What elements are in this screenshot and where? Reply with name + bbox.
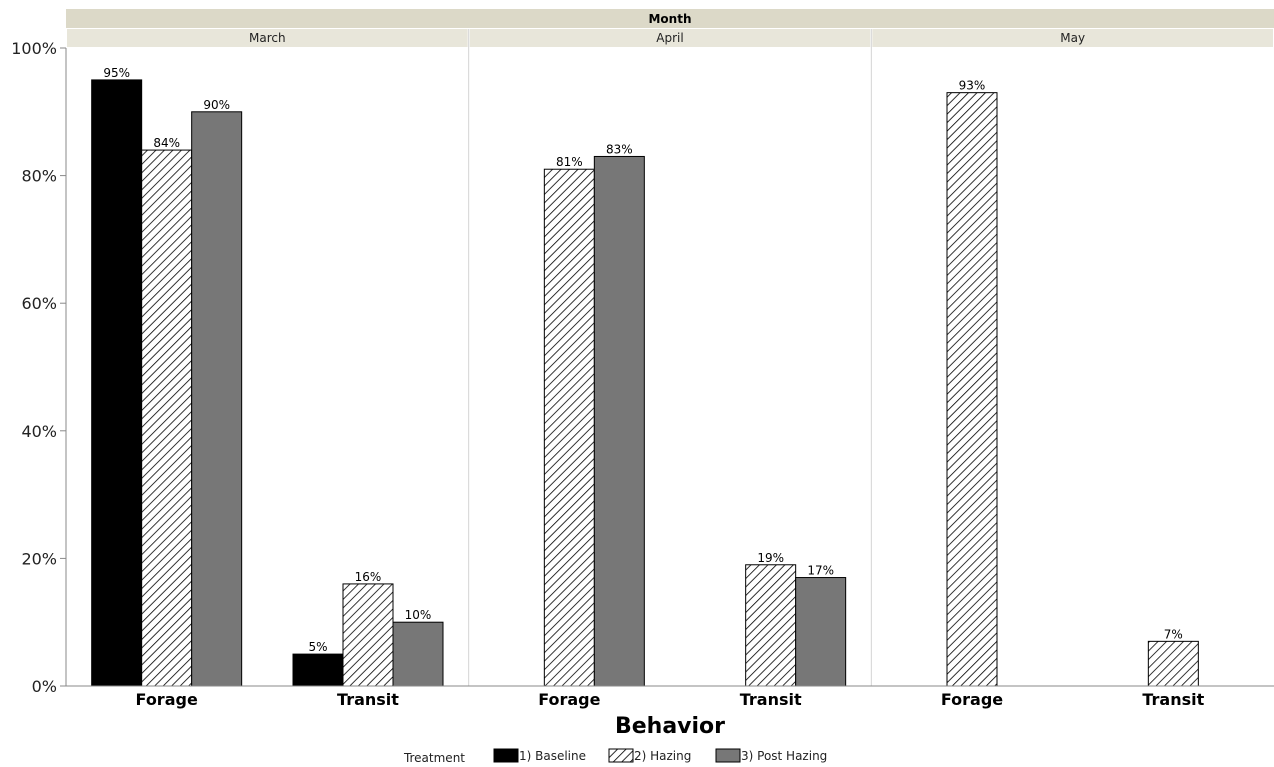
bar-march-forage-s1 — [91, 79, 143, 687]
y-tick-label: 60% — [21, 294, 57, 313]
bar-may-transit-s2 — [1147, 640, 1199, 687]
x-tick-label: Transit — [740, 690, 802, 709]
bar-april-transit-s3 — [795, 577, 847, 687]
data-label: 81% — [556, 155, 583, 169]
bar-march-transit-s3 — [392, 621, 444, 687]
y-tick-label: 80% — [21, 167, 57, 186]
legend-swatch — [493, 748, 519, 763]
bar-march-transit-s2 — [342, 583, 394, 687]
legend-title: Treatment — [403, 751, 465, 765]
legend-item-label: 2) Hazing — [634, 749, 691, 763]
legend-item-label: 3) Post Hazing — [741, 749, 827, 763]
legend-swatch — [715, 748, 741, 763]
panel-label: May — [1060, 31, 1085, 45]
panel-label: March — [249, 31, 286, 45]
bar-march-forage-s3 — [191, 111, 243, 687]
y-tick-label: 20% — [21, 549, 57, 568]
data-labels: 95% 84% 90% 5% 16% 10% 81% 83% 19% 17% 93% 7% — [103, 66, 1183, 654]
header-label: Month — [648, 12, 691, 26]
data-label: 95% — [103, 66, 130, 80]
data-label: 83% — [606, 142, 633, 156]
bar-march-transit-s1 — [292, 653, 344, 687]
legend-swatch — [608, 748, 634, 763]
x-tick-label: Transit — [337, 690, 399, 709]
bar-may-forage-s2 — [946, 92, 998, 687]
bar-april-forage-s3 — [593, 155, 645, 687]
legend-item-label: 1) Baseline — [519, 749, 586, 763]
x-axis-title: Behavior — [615, 714, 725, 739]
bar-april-forage-s2 — [543, 168, 595, 687]
data-label: 10% — [405, 608, 432, 622]
bar-march-forage-s2 — [141, 149, 193, 687]
data-label: 5% — [308, 640, 327, 654]
legend: Treatment 1) Baseline 2) Hazing 3) Post Haz… — [403, 748, 827, 765]
data-label: 19% — [757, 551, 784, 565]
x-tick-label: Forage — [538, 690, 600, 709]
bar-april-transit-s2 — [745, 564, 797, 687]
header-strips: Month March April May — [66, 9, 1274, 47]
data-label: 84% — [153, 136, 180, 150]
panel-header-april — [469, 29, 871, 47]
data-label: 7% — [1164, 627, 1183, 641]
panel-dividers — [468, 29, 872, 686]
data-label: 90% — [203, 98, 230, 112]
y-tick-label: 0% — [32, 677, 57, 696]
panel-label: April — [656, 31, 683, 45]
header-strip — [66, 9, 1274, 28]
x-tick-label: Forage — [136, 690, 198, 709]
y-tick-label: 100% — [11, 39, 57, 58]
y-tick-label: 40% — [21, 422, 57, 441]
x-tick-label: Forage — [941, 690, 1003, 709]
panel-header-march — [67, 29, 468, 47]
axes: Forage Transit Forage Transit Forage Transit 0… — [11, 39, 1274, 739]
data-label: 17% — [807, 564, 834, 578]
data-label: 93% — [959, 79, 986, 93]
data-label: 16% — [355, 570, 382, 584]
panel-header-may — [872, 29, 1273, 47]
x-tick-label: Transit — [1142, 690, 1204, 709]
bars — [91, 79, 1199, 687]
